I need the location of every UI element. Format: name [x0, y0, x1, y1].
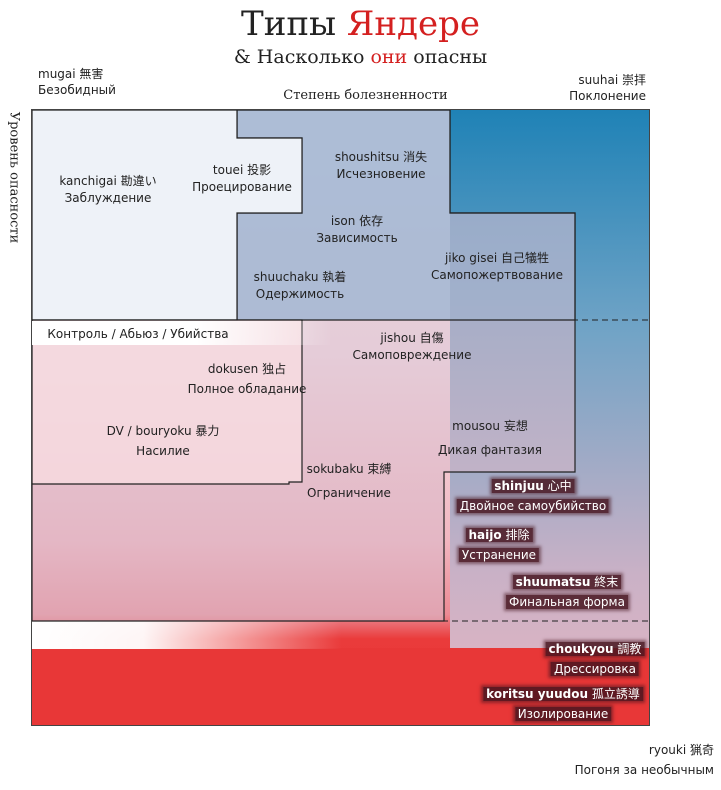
- type-ison: ison 依存 Зависимость: [316, 213, 397, 247]
- type-dokusen: dokusen 独占 Полное обладание: [188, 359, 307, 399]
- corner-top-left-ru: Безобидный: [38, 83, 116, 97]
- type-ison-jp: ison 依存: [330, 214, 384, 228]
- type-shuuchaku-ru: Одержимость: [255, 287, 345, 301]
- type-kanchigai: kanchigai 勘違い Заблуждение: [59, 173, 156, 207]
- corner-top-right-jp: suuhai 崇拝: [578, 73, 646, 87]
- type-shinjuu: shinjuu 心中 Двойное самоубийство: [456, 477, 610, 515]
- title-part-1: Типы: [241, 4, 337, 44]
- type-mousou: mousou 妄想 Дикая фантазия: [438, 414, 542, 462]
- type-shinjuu-kanji: 心中: [547, 479, 572, 493]
- type-shoushitsu: shoushitsu 消失 Исчезновение: [335, 149, 427, 183]
- corner-bottom-right-jp: ryouki 猟奇: [648, 743, 714, 757]
- corner-top-left-jp: mugai 無害: [38, 67, 104, 81]
- type-dv-bouryoku-jp: DV / bouryoku 暴力: [106, 424, 220, 438]
- type-jishou-jp: jishou 自傷: [380, 331, 444, 345]
- y-axis-label: Уровень опасности: [6, 111, 22, 244]
- type-sokubaku: sokubaku 束縛 Ограничение: [307, 457, 392, 505]
- type-haijo: haijo 排除 Устранение: [458, 526, 540, 564]
- type-ison-ru: Зависимость: [316, 231, 398, 245]
- type-koritsu-yuudou-kanji: 孤立誘導: [591, 687, 640, 701]
- type-shoushitsu-jp: shoushitsu 消失: [334, 150, 428, 164]
- control-band-label: Контроль / Абьюз / Убийства: [47, 327, 229, 341]
- type-jiko-gisei-jp: jiko gisei 自己犠牲: [444, 251, 550, 265]
- type-choukyou-ru: Дрессировка: [550, 662, 640, 676]
- subtitle-part-3: опасны: [413, 46, 488, 68]
- type-koritsu-yuudou-jp: koritsu yuudou: [486, 687, 588, 701]
- subtitle-part-2: они: [370, 46, 408, 68]
- type-sokubaku-ru: Ограничение: [307, 486, 391, 500]
- type-choukyou: choukyou 調教 Дрессировка: [545, 640, 645, 678]
- center-blue-region: [237, 110, 450, 320]
- type-choukyou-kanji: 調教: [617, 642, 642, 656]
- type-sokubaku-jp: sokubaku 束縛: [306, 462, 392, 476]
- type-touei: touei 投影 Проецирование: [192, 162, 292, 196]
- type-kanchigai-ru: Заблуждение: [64, 191, 152, 205]
- type-touei-jp: touei 投影: [212, 163, 272, 177]
- type-mousou-jp: mousou 妄想: [452, 419, 528, 433]
- page-subtitle: & Насколько они опасны: [0, 46, 721, 68]
- type-shinjuu-jp: shinjuu: [494, 479, 544, 493]
- type-dokusen-ru: Полное обладание: [187, 382, 307, 396]
- corner-bottom-right: ryouki 猟奇 Погоня за необычным: [575, 740, 714, 780]
- type-jiko-gisei-ru: Самопожертвование: [431, 268, 563, 282]
- type-jishou-ru: Самоповреждение: [352, 348, 472, 362]
- corner-top-right-ru: Поклонение: [569, 89, 646, 103]
- type-shuumatsu-ru: Финальная форма: [506, 595, 628, 609]
- type-haijo-kanji: 排除: [505, 528, 530, 542]
- subtitle-part-1: & Насколько: [233, 46, 365, 68]
- type-jishou: jishou 自傷 Самоповреждение: [353, 330, 472, 364]
- type-shoushitsu-ru: Исчезновение: [336, 167, 426, 181]
- type-haijo-ru: Устранение: [458, 548, 540, 562]
- type-mousou-ru: Дикая фантазия: [437, 443, 543, 457]
- type-jiko-gisei: jiko gisei 自己犠牲 Самопожертвование: [431, 250, 563, 284]
- type-kanchigai-jp: kanchigai 勘違い: [59, 174, 157, 188]
- corner-top-right: suuhai 崇拝 Поклонение: [569, 72, 646, 104]
- type-dv-bouryoku: DV / bouryoku 暴力 Насилие: [107, 421, 220, 461]
- type-shuumatsu-jp: shuumatsu: [515, 575, 591, 589]
- page-title: Типы Яндере: [0, 4, 721, 44]
- type-shuumatsu-kanji: 終末: [594, 575, 619, 589]
- corner-bottom-right-ru: Погоня за необычным: [574, 763, 714, 777]
- type-dokusen-jp: dokusen 独占: [207, 362, 287, 376]
- title-part-2: Яндере: [346, 4, 480, 44]
- type-shuuchaku-jp: shuuchaku 執着: [253, 270, 347, 284]
- type-shinjuu-ru: Двойное самоубийство: [456, 499, 610, 513]
- diagram-area: Контроль / Абьюз / Убийства kanchigai 勘違…: [31, 109, 650, 726]
- corner-top-left: mugai 無害 Безобидный: [38, 66, 116, 98]
- type-haijo-jp: haijo: [468, 528, 502, 542]
- type-koritsu-yuudou-ru: Изолирование: [514, 707, 612, 721]
- type-koritsu-yuudou: koritsu yuudou 孤立誘導 Изолирование: [483, 685, 643, 723]
- type-touei-ru: Проецирование: [192, 180, 292, 194]
- type-shuuchaku: shuuchaku 執着 Одержимость: [254, 269, 347, 303]
- control-label-band: [32, 321, 332, 345]
- type-shuumatsu: shuumatsu 終末 Финальная форма: [506, 573, 628, 611]
- type-choukyou-jp: choukyou: [548, 642, 614, 656]
- x-axis-label: Степень болезненности: [283, 88, 448, 103]
- type-dv-bouryoku-ru: Насилие: [136, 444, 190, 458]
